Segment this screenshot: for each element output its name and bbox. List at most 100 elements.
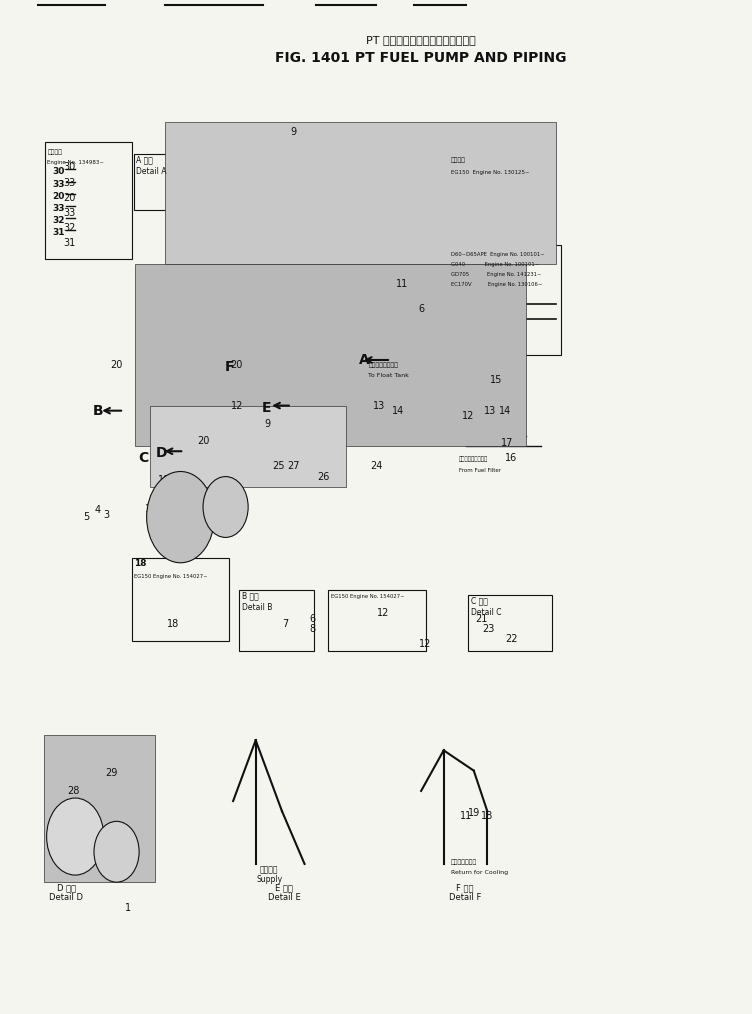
Text: E: E [262, 401, 271, 415]
Text: B: B [92, 404, 103, 418]
Text: 30: 30 [53, 167, 65, 176]
Text: 26: 26 [317, 472, 329, 482]
Text: D: D [156, 446, 168, 460]
Text: 34: 34 [196, 494, 208, 504]
Text: 18: 18 [481, 811, 493, 821]
Bar [134, 154, 194, 210]
Text: Detail A: Detail A [136, 167, 167, 176]
Text: 11: 11 [396, 279, 408, 289]
Text: 20: 20 [231, 360, 243, 370]
Bar [328, 590, 426, 651]
Text: 27: 27 [287, 461, 299, 472]
Text: FIG. 1401 PT FUEL PUMP AND PIPING: FIG. 1401 PT FUEL PUMP AND PIPING [275, 51, 567, 65]
Text: 12: 12 [378, 608, 390, 619]
Text: 24: 24 [370, 461, 382, 472]
Text: 28: 28 [68, 786, 80, 796]
Text: リターン冷却用: リターン冷却用 [451, 859, 478, 865]
Text: 32: 32 [63, 223, 75, 233]
Text: EG150 Engine No. 154027~: EG150 Engine No. 154027~ [134, 574, 208, 579]
Text: E 詳細: E 詳細 [275, 883, 293, 892]
Circle shape [203, 477, 248, 537]
Bar [135, 264, 526, 446]
Text: Detail D: Detail D [49, 893, 83, 902]
Bar [132, 558, 229, 641]
Text: 20: 20 [63, 193, 75, 203]
Text: 1: 1 [145, 504, 151, 514]
Circle shape [47, 798, 104, 875]
Text: From Fuel Filter: From Fuel Filter [459, 467, 501, 473]
Text: 33: 33 [53, 204, 65, 213]
Text: 9: 9 [264, 419, 270, 429]
Text: GD705           Engine No. 141231~: GD705 Engine No. 141231~ [451, 272, 541, 277]
Text: 16: 16 [505, 453, 517, 463]
Text: C 詳細: C 詳細 [471, 596, 487, 605]
Text: 5: 5 [83, 512, 89, 522]
Text: 4: 4 [95, 505, 101, 515]
Text: To Float Tank: To Float Tank [368, 373, 409, 378]
Text: EG150 Engine No. 154027~: EG150 Engine No. 154027~ [331, 594, 405, 599]
Text: 14: 14 [393, 406, 405, 416]
Text: 21: 21 [475, 613, 487, 624]
Text: 12: 12 [462, 411, 474, 421]
Text: 12: 12 [231, 401, 243, 411]
Text: 29: 29 [105, 768, 117, 778]
Text: Supply: Supply [256, 875, 282, 884]
Text: EG150  Engine No. 130125~: EG150 Engine No. 130125~ [451, 170, 530, 175]
Text: 20: 20 [197, 436, 209, 446]
Text: 31: 31 [63, 238, 75, 248]
Text: 33: 33 [63, 208, 75, 218]
Bar [165, 122, 556, 264]
Text: 3: 3 [104, 510, 110, 520]
Text: 14: 14 [499, 406, 511, 416]
Text: フェルフィルタから: フェルフィルタから [459, 456, 488, 462]
Text: F: F [225, 360, 234, 374]
Text: 9: 9 [290, 127, 296, 137]
Text: 7: 7 [283, 619, 289, 629]
Text: EC170V          Engine No. 130106~: EC170V Engine No. 130106~ [451, 282, 542, 287]
Text: 2: 2 [224, 497, 230, 507]
Text: 18: 18 [158, 475, 170, 485]
Bar [45, 142, 132, 259]
Text: C: C [138, 451, 148, 465]
Bar [44, 735, 155, 882]
Text: Return for Cooling: Return for Cooling [451, 870, 508, 875]
Text: G040            Engine No. 100101~: G040 Engine No. 100101~ [451, 262, 539, 267]
Text: 8: 8 [309, 624, 315, 634]
Text: 32: 32 [53, 216, 65, 225]
Bar [468, 595, 552, 651]
Text: F 詳細: F 詳細 [456, 883, 474, 892]
Text: 適用番号: 適用番号 [451, 157, 466, 163]
Text: A: A [359, 353, 370, 367]
Text: D60~D65APE  Engine No. 100101~: D60~D65APE Engine No. 100101~ [451, 251, 545, 257]
Text: Engine No. 134983~: Engine No. 134983~ [47, 160, 105, 165]
Bar [239, 590, 314, 651]
Text: フロートタンクへ: フロートタンクへ [368, 362, 399, 368]
Text: 17: 17 [502, 438, 514, 448]
Text: A 詳細: A 詳細 [136, 155, 153, 164]
Circle shape [147, 472, 214, 563]
Text: サプライ: サプライ [260, 865, 278, 874]
Text: Detail F: Detail F [448, 893, 481, 902]
Text: 11: 11 [460, 811, 472, 821]
Text: PT フェルポンプおよびパイピング: PT フェルポンプおよびパイピング [366, 35, 476, 46]
Text: 31: 31 [53, 228, 65, 237]
Text: 30: 30 [63, 162, 75, 172]
Text: 13: 13 [484, 406, 496, 416]
Text: 18: 18 [134, 559, 147, 568]
Text: 20: 20 [111, 360, 123, 370]
Text: Detail C: Detail C [471, 608, 502, 618]
Text: 23: 23 [483, 624, 495, 634]
Text: 22: 22 [505, 634, 517, 644]
Text: 20: 20 [53, 192, 65, 201]
Text: 適用番号: 適用番号 [47, 149, 62, 155]
Text: 6: 6 [309, 613, 315, 624]
Text: Detail B: Detail B [242, 603, 272, 612]
Text: 1: 1 [125, 902, 131, 913]
Text: 33: 33 [63, 177, 75, 188]
Text: 6: 6 [418, 304, 424, 314]
Text: 19: 19 [468, 808, 480, 818]
Text: 33: 33 [53, 179, 65, 189]
Text: B 詳細: B 詳細 [242, 591, 259, 600]
Text: 15: 15 [490, 375, 502, 385]
Text: 13: 13 [373, 401, 385, 411]
